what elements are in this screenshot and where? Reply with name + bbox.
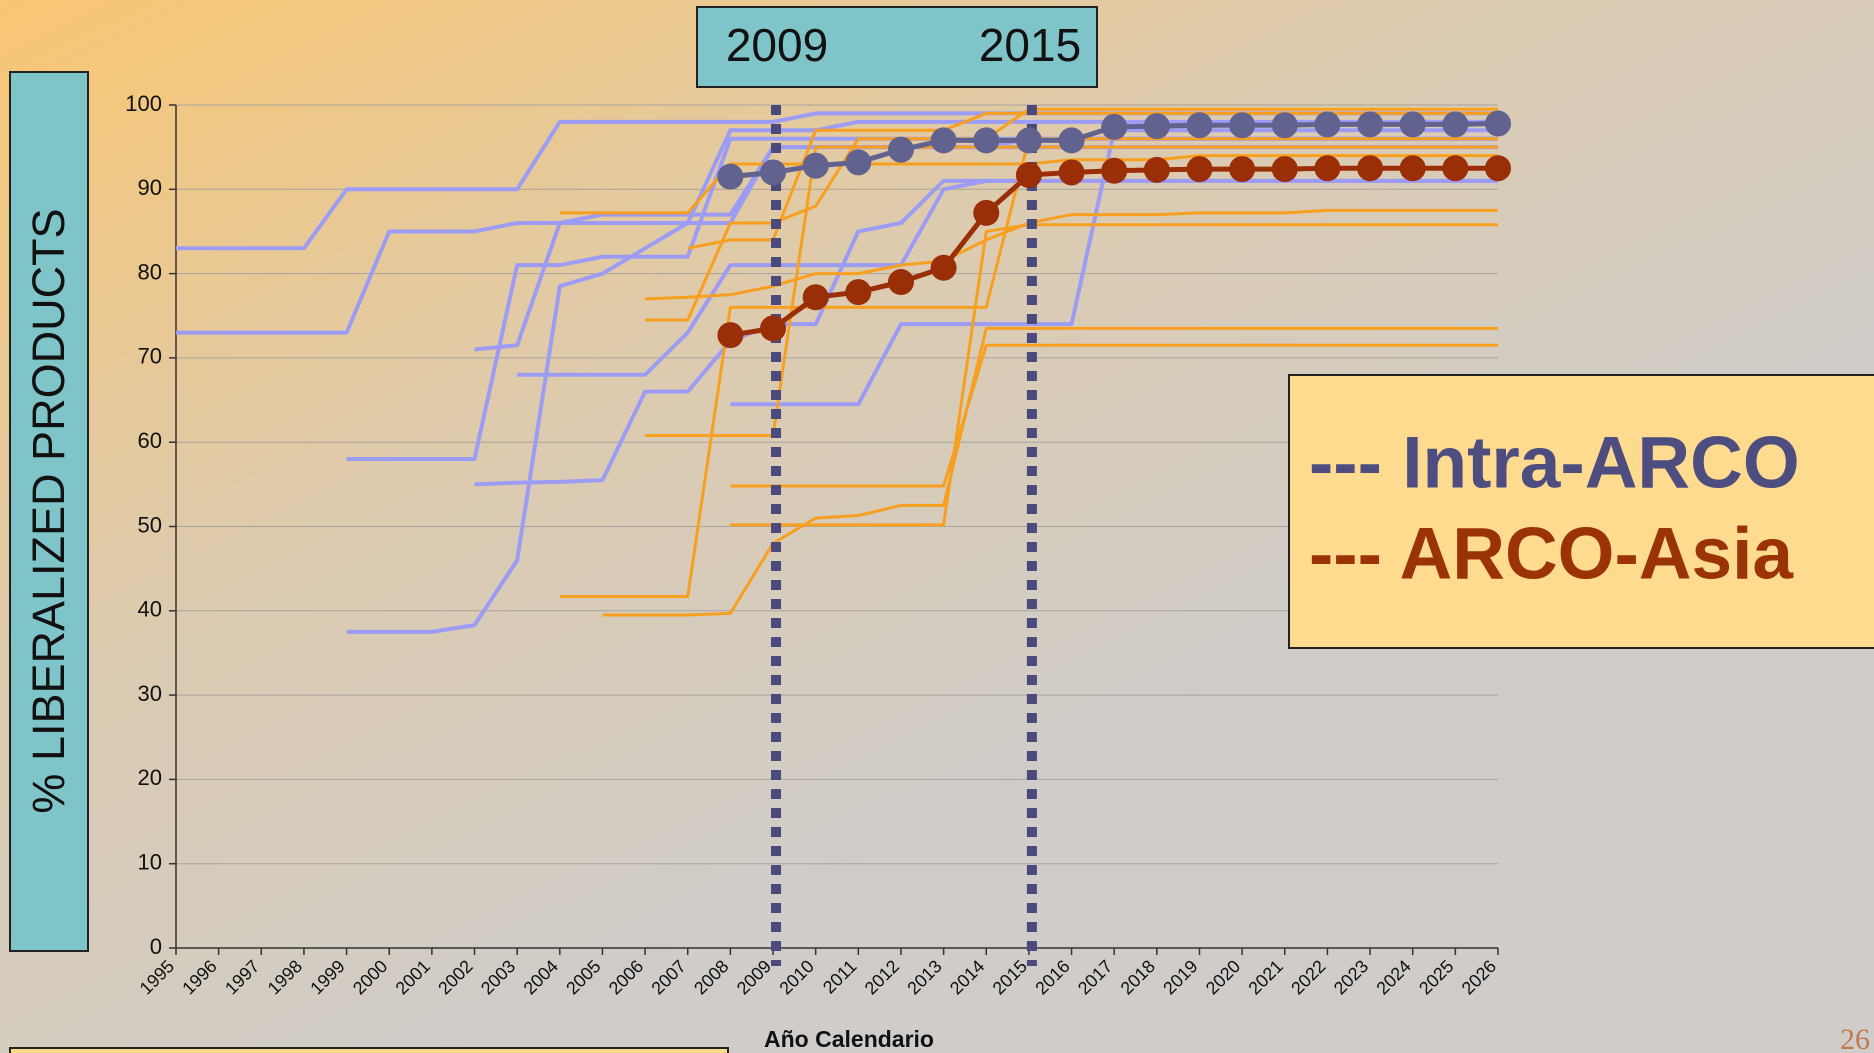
y-tick-label: 50 [138, 512, 162, 537]
year-box [696, 6, 1098, 88]
series-line [517, 178, 1498, 377]
y-tick-label: 20 [138, 765, 162, 790]
point [1485, 155, 1511, 182]
page-number: 26 [1840, 1023, 1870, 1053]
reference-label: 2009 [726, 19, 828, 71]
point [1143, 113, 1170, 140]
point [845, 149, 872, 176]
point [1229, 112, 1256, 139]
note-box [9, 1047, 729, 1053]
point [887, 269, 914, 296]
point [1101, 157, 1128, 184]
point [1442, 111, 1469, 138]
series-line [730, 343, 1498, 488]
point [1186, 156, 1213, 183]
series-line [645, 107, 1498, 322]
point [1058, 159, 1085, 186]
point [760, 159, 787, 186]
point [760, 315, 787, 342]
point [1314, 111, 1341, 138]
y-tick-label: 30 [138, 681, 162, 706]
legend-entry: --- Intra-ARCO [1309, 422, 1800, 503]
x-axis-label: Año Calendario [764, 1026, 934, 1052]
series-line [346, 119, 1498, 634]
point [1314, 155, 1341, 182]
point [1186, 112, 1213, 139]
point [802, 284, 829, 311]
y-axis-label: % LIBERALIZED PRODUCTS [23, 208, 74, 813]
series-line [645, 208, 1498, 301]
point [1485, 110, 1511, 137]
point [1015, 127, 1042, 154]
point [1015, 161, 1042, 188]
series-line [602, 326, 1498, 617]
legend-entry: --- ARCO-Asia [1309, 513, 1794, 594]
legend-box [1288, 374, 1874, 649]
point [1229, 156, 1256, 183]
y-tick-label: 40 [138, 597, 162, 622]
point [887, 136, 914, 163]
y-tick-label: 70 [138, 344, 162, 369]
y-tick-label: 0 [150, 934, 162, 959]
series-line [730, 223, 1498, 527]
series-line [687, 111, 1498, 250]
y-tick-label: 80 [138, 259, 162, 284]
point [973, 199, 1000, 226]
point [1101, 113, 1128, 140]
point [717, 322, 744, 349]
point [1399, 111, 1426, 138]
point [1143, 156, 1170, 183]
reference-label: 2015 [979, 19, 1081, 71]
point [930, 127, 957, 154]
point [973, 127, 1000, 154]
point [930, 254, 957, 281]
y-tick-label: 10 [138, 850, 162, 875]
y-tick-label: 100 [125, 91, 162, 116]
point [717, 163, 744, 190]
ylabel-box [9, 71, 89, 952]
y-tick-label: 90 [138, 175, 162, 200]
point [1058, 127, 1085, 154]
point [1357, 111, 1384, 138]
point [802, 152, 829, 179]
point [845, 279, 872, 306]
point [1271, 156, 1298, 183]
point [1442, 155, 1469, 182]
y-tick-label: 60 [138, 428, 162, 453]
point [1271, 112, 1298, 139]
point [1357, 155, 1384, 182]
legend: --- Intra-ARCO --- ARCO-Asia [1309, 422, 1800, 594]
point [1399, 155, 1426, 182]
